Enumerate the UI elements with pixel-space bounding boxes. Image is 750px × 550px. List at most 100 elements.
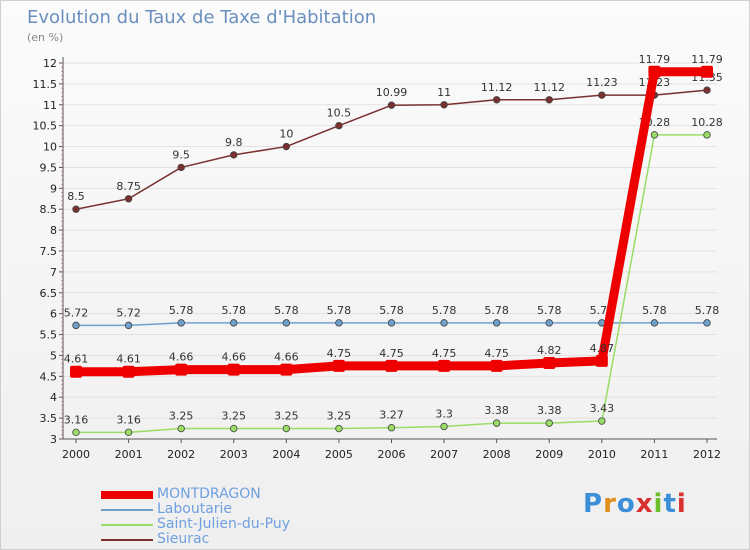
- legend-swatch: [101, 539, 153, 541]
- data-label: 11.23: [586, 76, 618, 89]
- data-point: [387, 319, 396, 327]
- data-point: [177, 319, 185, 327]
- y-tick-label: 8.5: [40, 203, 58, 216]
- y-tick-label: 5.5: [40, 329, 58, 342]
- data-point: [701, 65, 713, 78]
- data-point: [387, 101, 396, 109]
- y-tick-label: 9.5: [40, 161, 58, 174]
- legend-swatch: [101, 524, 153, 526]
- logo-letter: P: [583, 489, 604, 519]
- data-point: [492, 96, 501, 104]
- data-point: [282, 424, 291, 433]
- data-label: 5.78: [327, 304, 352, 317]
- data-label: 4.75: [484, 347, 509, 360]
- legend-swatch: [101, 509, 153, 511]
- data-point: [440, 422, 448, 431]
- data-point: [175, 363, 188, 376]
- data-point: [440, 319, 448, 327]
- data-point: [438, 359, 451, 372]
- y-tick-label: 10: [43, 141, 57, 154]
- data-point: [598, 91, 606, 99]
- x-tick-label: 2002: [167, 448, 195, 461]
- logo-letter: t: [663, 489, 677, 519]
- data-label: 3.25: [169, 410, 194, 423]
- data-point: [490, 359, 503, 372]
- x-tick-label: 2000: [62, 448, 90, 461]
- data-point: [703, 319, 711, 327]
- data-label: 5.78: [642, 304, 667, 317]
- data-label: 11.12: [481, 81, 513, 94]
- data-point: [543, 356, 556, 369]
- logo-letter: x: [635, 489, 654, 519]
- data-label: 8.75: [116, 180, 141, 193]
- data-label: 5.72: [116, 306, 141, 319]
- data-point: [332, 359, 345, 372]
- data-label: 4.82: [537, 344, 562, 357]
- chart-title: Evolution du Taux de Taxe d'Habitation: [27, 7, 377, 28]
- legend-label: Laboutarie: [157, 501, 233, 517]
- data-label: 3.25: [222, 410, 247, 423]
- data-point: [335, 121, 343, 130]
- data-label: 5.78: [169, 304, 194, 317]
- data-point: [385, 359, 398, 372]
- data-label: 4.61: [64, 353, 89, 366]
- data-label: 9.8: [225, 136, 243, 149]
- data-label: 9.5: [172, 148, 190, 161]
- data-label: 3.3: [435, 407, 453, 420]
- data-point: [492, 319, 501, 327]
- data-label: 3.27: [379, 409, 404, 422]
- y-tick-label: 6.5: [40, 287, 58, 300]
- data-label: 10.28: [691, 116, 723, 129]
- data-point: [124, 428, 133, 437]
- data-point: [650, 319, 659, 327]
- proxiti-logo: Proxiti: [583, 489, 687, 519]
- data-point: [648, 65, 661, 78]
- data-label: 3.38: [537, 404, 562, 417]
- x-tick-label: 2007: [430, 448, 458, 461]
- data-point: [598, 417, 606, 425]
- y-tick-label: 7: [50, 266, 57, 279]
- data-label: 5.78: [274, 304, 299, 317]
- y-tick-label: 3.5: [40, 412, 58, 425]
- data-point: [335, 424, 343, 433]
- data-point: [492, 419, 501, 427]
- data-label: 11: [437, 86, 451, 99]
- y-tick-label: 6: [50, 308, 57, 321]
- y-tick-label: 9: [50, 182, 57, 195]
- x-tick-label: 2008: [483, 448, 511, 461]
- data-label: 4.75: [379, 347, 404, 360]
- x-tick-label: 2011: [640, 448, 668, 461]
- data-label: 4.61: [116, 353, 141, 366]
- data-label: 5.78: [222, 304, 247, 317]
- data-point: [227, 363, 240, 376]
- y-tick-label: 4.5: [40, 370, 58, 383]
- logo-letter: i: [676, 489, 687, 519]
- data-label: 3.16: [116, 413, 141, 426]
- data-point: [335, 319, 343, 327]
- y-tick-label: 8: [50, 224, 57, 237]
- data-point: [72, 321, 80, 330]
- data-point: [703, 131, 711, 139]
- y-tick-label: 11: [43, 99, 57, 112]
- data-point: [177, 163, 185, 172]
- data-label: 3.25: [327, 410, 352, 423]
- y-tick-label: 7.5: [40, 245, 58, 258]
- data-label: 3.25: [274, 410, 299, 423]
- data-point: [703, 86, 711, 94]
- data-label: 4.75: [327, 347, 352, 360]
- data-point: [70, 365, 82, 378]
- data-label: 4.66: [169, 351, 194, 364]
- data-point: [122, 365, 135, 378]
- legend-swatch: [101, 491, 153, 499]
- data-point: [124, 321, 133, 330]
- data-label: 3.38: [484, 404, 509, 417]
- data-point: [282, 142, 291, 151]
- data-point: [595, 354, 608, 367]
- data-point: [280, 363, 293, 376]
- data-label: 5.78: [379, 304, 404, 317]
- data-label: 4.66: [222, 351, 247, 364]
- data-label: 5.78: [695, 304, 720, 317]
- data-point: [440, 101, 448, 109]
- data-label: 10: [279, 128, 293, 141]
